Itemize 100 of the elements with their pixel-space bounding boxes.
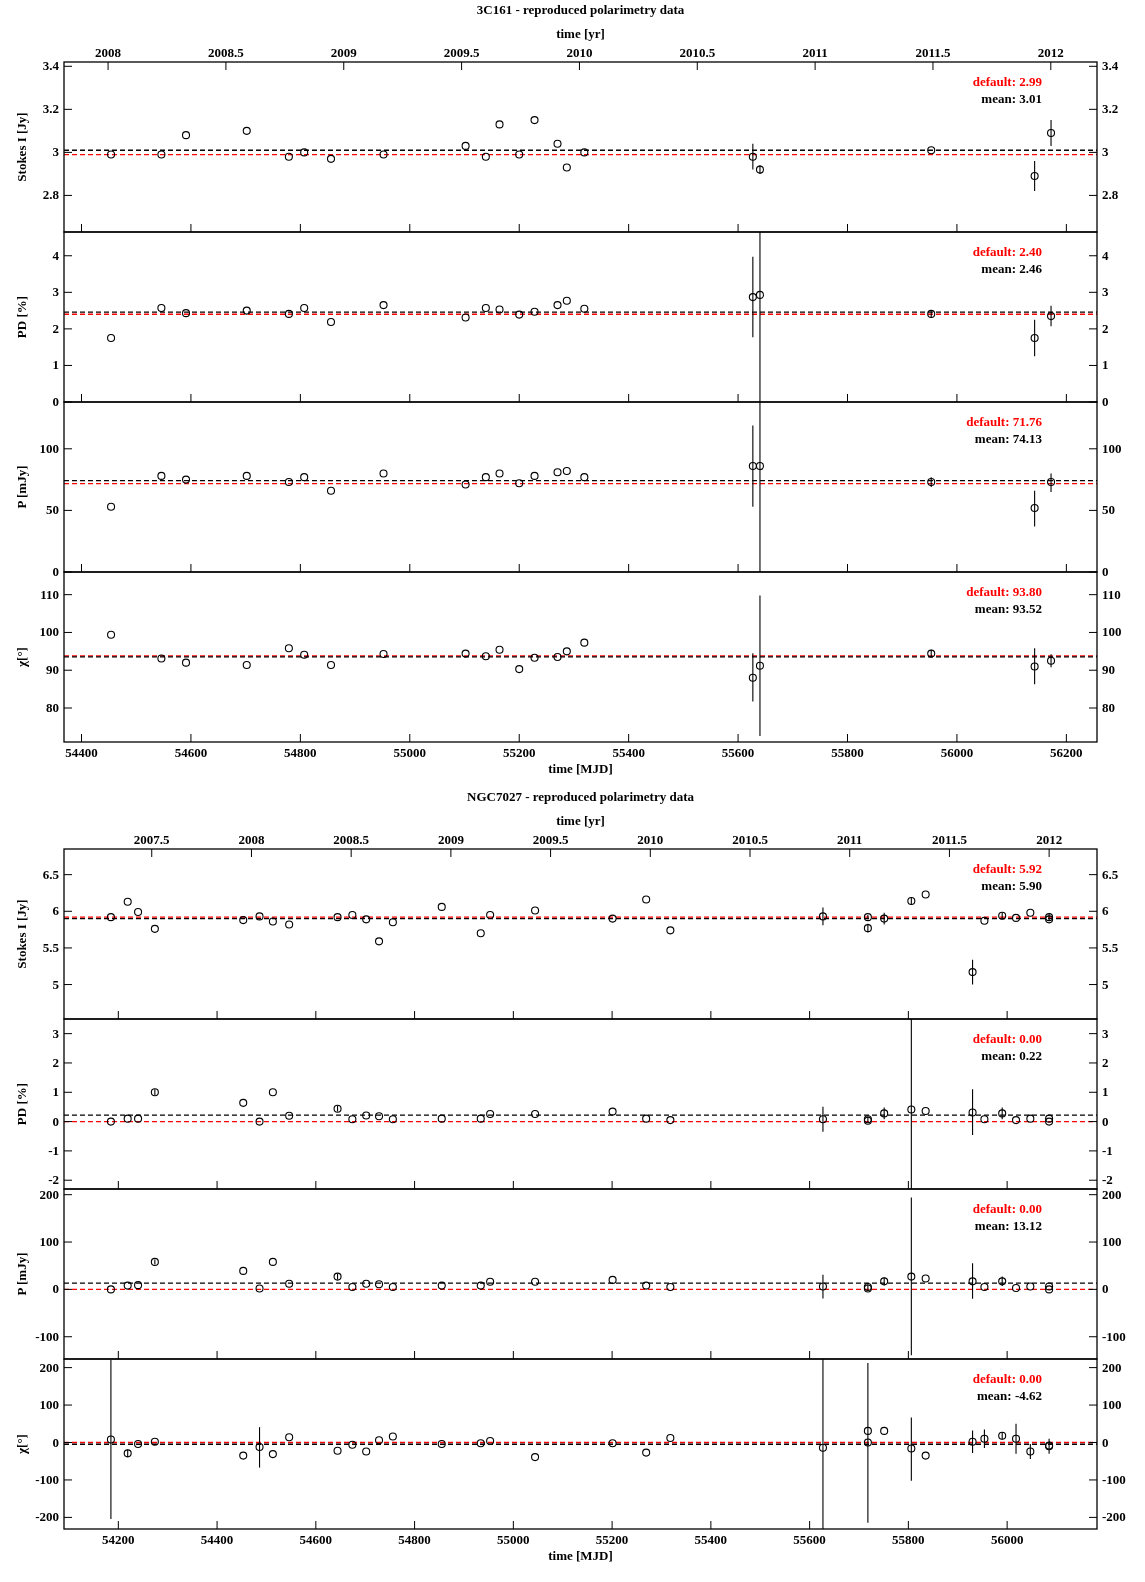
point — [608, 1439, 617, 1448]
point — [106, 1117, 115, 1126]
point — [562, 647, 571, 656]
point — [880, 1109, 889, 1118]
point — [300, 148, 309, 157]
point — [379, 469, 388, 478]
point — [968, 1108, 977, 1117]
y-tick-label: 5 — [52, 976, 60, 992]
point — [486, 1277, 495, 1286]
point — [998, 1277, 1007, 1286]
point — [106, 913, 115, 922]
point — [927, 478, 936, 487]
point — [907, 1272, 916, 1281]
x2-tick-label: 2008 — [238, 832, 265, 847]
y-tick-label: 2 — [52, 320, 59, 336]
point — [181, 131, 191, 140]
point — [531, 1277, 540, 1286]
point — [553, 301, 562, 310]
point — [1046, 312, 1056, 321]
ref-line-label: mean: 2.46 — [981, 261, 1043, 276]
y2-tick-label: -1 — [1102, 1142, 1113, 1158]
y2-tick-label: 80 — [1102, 700, 1115, 715]
y-tick-label: -100 — [35, 1471, 59, 1487]
point — [1026, 908, 1035, 917]
point — [284, 309, 293, 318]
point — [880, 1277, 889, 1286]
point — [284, 152, 293, 161]
point — [326, 486, 336, 495]
point — [907, 896, 916, 906]
point — [476, 1439, 485, 1448]
point — [580, 473, 589, 482]
point — [1011, 913, 1021, 922]
point — [907, 1105, 916, 1114]
point — [642, 1281, 651, 1290]
point — [980, 1115, 989, 1124]
point — [863, 913, 872, 922]
point — [481, 652, 490, 661]
y2-tick-label: 1 — [1102, 1084, 1109, 1100]
x-axis-title: time [MJD] — [548, 761, 613, 776]
point — [388, 1115, 397, 1124]
point — [666, 1433, 675, 1443]
x-tick-label: 55600 — [793, 1532, 826, 1547]
point — [1045, 1117, 1054, 1126]
point — [755, 290, 765, 299]
point — [300, 650, 309, 659]
point — [495, 645, 504, 654]
ref-line-label: default: 2.99 — [972, 74, 1043, 89]
point — [285, 920, 294, 929]
x2-axis-title: time [yr] — [556, 813, 605, 828]
point — [123, 1449, 132, 1458]
x-tick-label: 54600 — [299, 1532, 333, 1547]
y-tick-label: 100 — [39, 1234, 59, 1250]
point — [818, 912, 827, 921]
y-tick-label: 5.5 — [42, 939, 60, 955]
x-tick-label: 55600 — [721, 745, 755, 760]
y-tick-label: 4 — [52, 247, 60, 263]
y-tick-label: 3.4 — [42, 58, 60, 74]
point — [531, 906, 540, 915]
x-tick-label: 54800 — [398, 1532, 431, 1547]
x2-tick-label: 2008.5 — [333, 832, 370, 847]
point — [921, 1274, 930, 1283]
x-tick-label: 55800 — [892, 1532, 925, 1547]
point — [333, 1446, 342, 1455]
point — [553, 139, 562, 148]
ref-line-label: mean: 93.52 — [974, 601, 1042, 616]
point — [476, 1114, 485, 1123]
point — [748, 462, 757, 471]
point — [1046, 656, 1056, 665]
point — [980, 916, 989, 925]
point — [181, 309, 191, 318]
y-tick-label: 0 — [52, 1281, 59, 1297]
point — [374, 1280, 384, 1289]
x2-tick-label: 2009.5 — [532, 832, 569, 847]
point — [348, 1115, 357, 1124]
point — [255, 1442, 264, 1452]
point — [530, 307, 539, 316]
point — [268, 1257, 277, 1266]
ref-line-label: mean: 13.12 — [974, 1218, 1042, 1233]
point — [562, 466, 571, 476]
point — [1045, 1114, 1054, 1123]
ref-line-label: mean: 0.22 — [981, 1048, 1042, 1063]
point — [157, 150, 166, 159]
point — [134, 907, 143, 917]
x2-tick-label: 2012 — [1037, 45, 1064, 60]
y-axis-title: χ[°] — [14, 1434, 29, 1455]
point — [580, 304, 589, 313]
point — [150, 1437, 159, 1446]
y-axis-title: Stokes I [Jy] — [14, 112, 29, 182]
point — [642, 895, 651, 904]
y2-tick-label: 1 — [1102, 357, 1109, 373]
y2-tick-label: 0 — [1102, 394, 1109, 409]
x2-tick-label: 2010 — [566, 45, 593, 60]
x-axis-title: time [MJD] — [548, 1548, 613, 1563]
point — [285, 1279, 294, 1288]
y2-tick-label: 3 — [1102, 1025, 1109, 1041]
point — [388, 1282, 397, 1292]
point — [755, 165, 765, 174]
y2-tick-label: 3 — [1102, 144, 1109, 160]
chart-title: 3C161 - reproduced polarimetry data — [476, 2, 685, 17]
y2-tick-label: 200 — [1102, 1359, 1122, 1375]
